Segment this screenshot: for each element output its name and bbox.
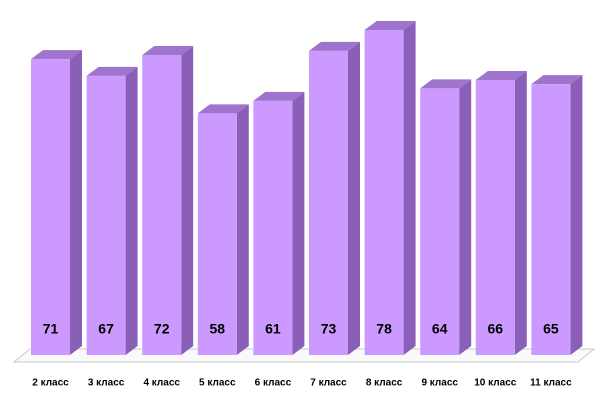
x-tick-label: 8 класс bbox=[366, 378, 403, 389]
bar-side bbox=[459, 79, 472, 355]
value-label: 61 bbox=[265, 321, 281, 337]
x-tick-label: 7 класс bbox=[310, 378, 347, 389]
bar-side bbox=[292, 91, 305, 355]
value-label: 72 bbox=[154, 321, 170, 337]
bar bbox=[364, 21, 416, 355]
x-tick-label: 11 класс bbox=[530, 378, 572, 389]
bar-front bbox=[309, 50, 348, 355]
bar bbox=[309, 41, 360, 355]
bar-front bbox=[197, 113, 237, 355]
value-label: 58 bbox=[210, 321, 226, 337]
bar-side bbox=[403, 21, 416, 355]
bar-front bbox=[31, 59, 70, 356]
x-tick-label: 3 класс bbox=[88, 378, 125, 389]
value-label: 78 bbox=[376, 321, 392, 337]
bar-top bbox=[253, 91, 305, 101]
bar-side bbox=[236, 104, 249, 355]
bar bbox=[31, 50, 82, 356]
bar-front bbox=[531, 84, 571, 356]
x-tick-label: 4 класс bbox=[143, 378, 180, 389]
bar bbox=[197, 104, 249, 355]
value-label: 67 bbox=[98, 321, 114, 337]
bar-side bbox=[70, 50, 82, 356]
x-tick-label: 9 класс bbox=[421, 378, 458, 389]
bar-front bbox=[364, 30, 404, 355]
bar-top bbox=[197, 104, 249, 114]
bar-front bbox=[475, 80, 515, 355]
bar bbox=[531, 75, 583, 356]
bar-top bbox=[420, 79, 472, 89]
bar-front bbox=[86, 75, 126, 355]
value-label: 65 bbox=[543, 321, 559, 337]
bar-front bbox=[420, 88, 460, 355]
x-tick-label: 10 класс bbox=[474, 378, 517, 389]
bar-top bbox=[142, 46, 194, 55]
x-tick-label: 6 класс bbox=[255, 378, 292, 389]
x-tick-label: 2 класс bbox=[32, 378, 69, 389]
bar-top bbox=[31, 50, 82, 60]
bar bbox=[142, 46, 194, 355]
x-tick-label: 5 класс bbox=[199, 378, 236, 389]
bar-front bbox=[142, 55, 182, 355]
value-label: 73 bbox=[321, 321, 337, 337]
bar-top bbox=[364, 21, 416, 30]
bar-side bbox=[514, 71, 527, 355]
bar bbox=[86, 66, 138, 355]
bar-side bbox=[348, 41, 360, 355]
bar bbox=[253, 91, 305, 355]
bar-front bbox=[253, 100, 293, 355]
bar bbox=[420, 79, 472, 355]
bar-side bbox=[125, 66, 138, 355]
bar-top bbox=[309, 41, 360, 51]
value-label: 71 bbox=[43, 321, 59, 337]
bar-side bbox=[181, 46, 194, 355]
bar-side bbox=[570, 75, 583, 356]
bar bbox=[475, 71, 527, 355]
value-label: 66 bbox=[488, 321, 504, 337]
bar-top bbox=[475, 71, 527, 80]
bar-top bbox=[86, 66, 138, 76]
value-label: 64 bbox=[432, 321, 448, 337]
bar-top bbox=[531, 75, 583, 85]
